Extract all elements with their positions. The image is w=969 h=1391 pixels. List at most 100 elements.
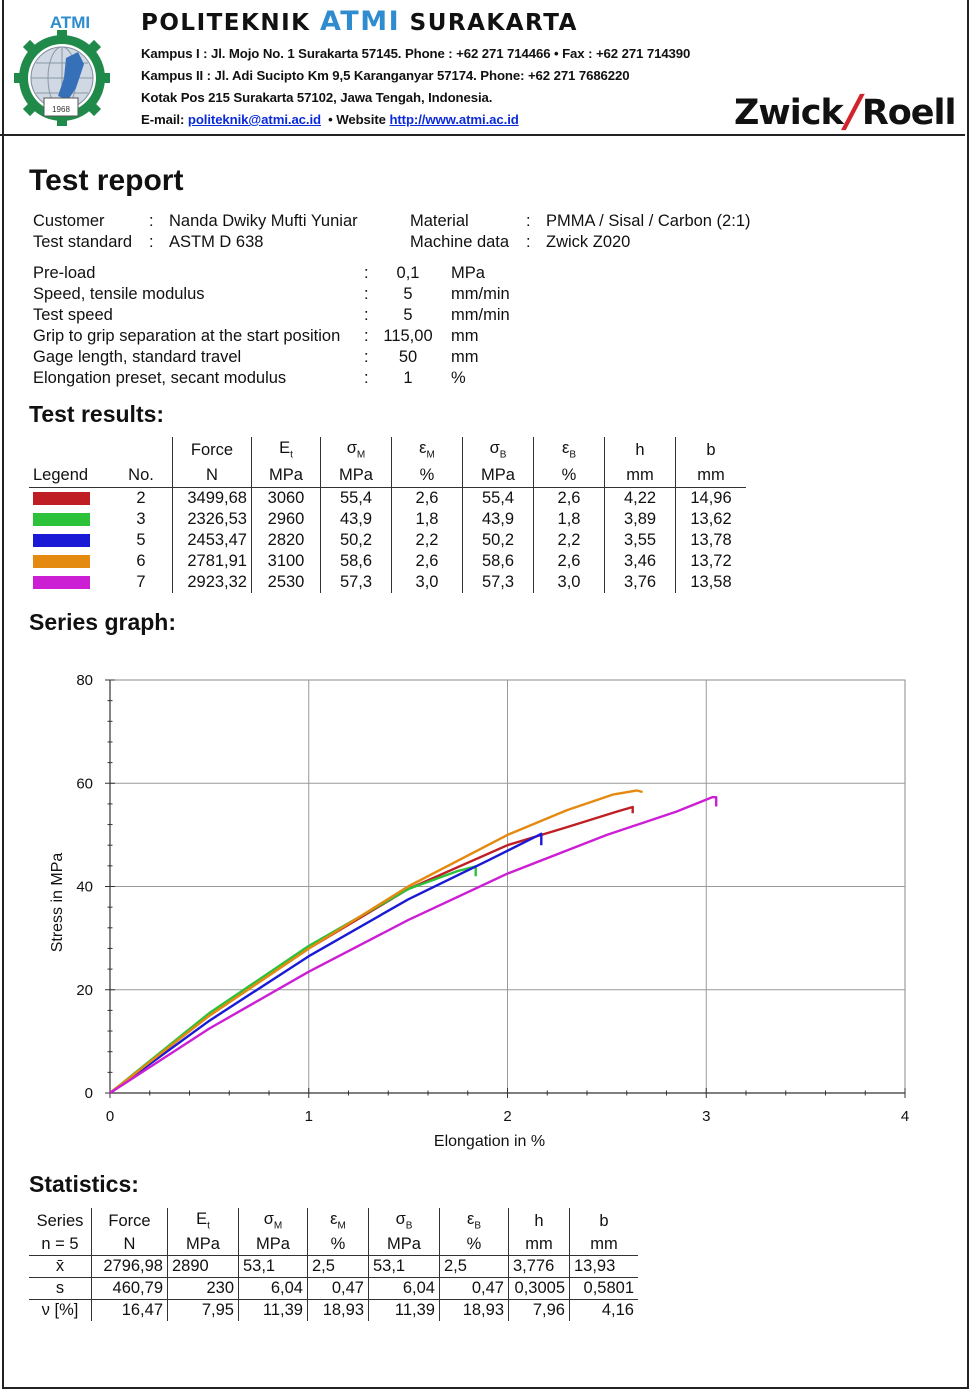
institution-name: POLITEKNIK ATMI SURAKARTA <box>141 6 578 37</box>
customer-value: Nanda Dwiky Mufti Yuniar <box>169 212 358 230</box>
value-eb: 2,6 <box>533 487 605 509</box>
legend-swatch <box>29 551 110 572</box>
results-header-unit: MPa <box>251 463 321 488</box>
stat-h: 7,96 <box>508 1299 570 1321</box>
customer-label: Customer <box>33 212 105 230</box>
param-label: Grip to grip separation at the start pos… <box>33 327 341 345</box>
value-h: 4,22 <box>604 487 676 509</box>
stats-header-unit: MPa <box>238 1234 308 1256</box>
table-row: 6 2781,91 3100 58,6 2,6 58,6 2,6 3,46 13,72 <box>29 551 746 572</box>
series-line-4 <box>109 789 643 1094</box>
stats-header-unit: N <box>91 1234 168 1256</box>
machine-label: Machine data <box>410 233 510 251</box>
x-tick-label: 2 <box>503 1108 511 1125</box>
stat-et: 2890 <box>167 1255 239 1278</box>
table-row: 2 3499,68 3060 55,4 2,6 55,4 2,6 4,22 14,96 <box>29 487 746 509</box>
value-force: 3499,68 <box>172 487 252 509</box>
email-link[interactable]: politeknik@atmi.ac.id <box>187 112 322 127</box>
stat-force: 460,79 <box>91 1277 168 1300</box>
stat-sb: 53,1 <box>368 1255 440 1278</box>
value-h: 3,76 <box>604 572 676 593</box>
param-label: Speed, tensile modulus <box>33 285 205 303</box>
stat-h: 0,3005 <box>508 1277 570 1300</box>
stat-sb: 6,04 <box>368 1277 440 1300</box>
legend-swatch <box>29 530 110 551</box>
stat-sb: 11,39 <box>368 1299 440 1321</box>
stats-header-unit: mm <box>569 1234 638 1256</box>
legend-swatch <box>29 572 110 593</box>
value-eb: 3,0 <box>533 572 605 593</box>
legend-color-swatch <box>33 555 90 569</box>
colon: : <box>364 327 369 345</box>
legend-swatch <box>29 509 110 530</box>
colon: : <box>149 233 154 251</box>
value-em: 2,6 <box>391 487 463 509</box>
results-header-unit: MPa <box>320 463 392 488</box>
value-force: 2326,53 <box>172 509 252 530</box>
value-b: 13,78 <box>675 530 746 551</box>
stat-label: ν [%] <box>41 1301 79 1319</box>
material-value: PMMA / Sisal / Carbon (2:1) <box>546 212 751 230</box>
table-row: s 460,79 230 6,04 0,47 6,04 0,47 0,3005 0,5801 <box>29 1277 638 1300</box>
stat-h: 3,776 <box>508 1255 570 1278</box>
stats-header-symbol: Et <box>167 1208 239 1234</box>
stat-et: 230 <box>167 1277 239 1300</box>
table-row: x̄ 2796,98 2890 53,1 2,5 53,1 2,5 3,776 13,93 <box>29 1255 638 1278</box>
results-header-symbol: σM <box>320 437 392 463</box>
colon: : <box>364 369 369 387</box>
y-tick-label: 20 <box>76 982 93 999</box>
contact-line: E-mail: politeknik@atmi.ac.id • Website … <box>141 112 519 127</box>
colon: : <box>364 348 369 366</box>
statistics-heading: Statistics: <box>29 1171 139 1197</box>
stats-header-symbol: b <box>569 1208 638 1234</box>
param-unit: mm <box>451 327 479 345</box>
param-value: 5 <box>403 306 413 324</box>
stats-header-unit: MPa <box>368 1234 440 1256</box>
stats-header-unit: n = 5 <box>29 1234 92 1256</box>
table-row: ν [%] 16,47 7,95 11,39 18,93 11,39 18,93 7,96 4,… <box>29 1299 638 1321</box>
param-unit: mm/min <box>451 285 510 303</box>
series-line-5 <box>109 796 718 1095</box>
stats-header-unit: mm <box>508 1234 570 1256</box>
stat-em: 2,5 <box>307 1255 369 1278</box>
stats-header-unit: % <box>439 1234 509 1256</box>
value-sb: 58,6 <box>462 551 534 572</box>
stats-header-unit: MPa <box>167 1234 239 1256</box>
value-force: 2781,91 <box>172 551 252 572</box>
legend-color-swatch <box>33 513 90 527</box>
table-row: 3 2326,53 2960 43,9 1,8 43,9 1,8 3,89 13,62 <box>29 509 746 530</box>
param-value: 1 <box>403 369 413 387</box>
value-sm: 50,2 <box>320 530 392 551</box>
material-label: Material <box>410 212 469 230</box>
value-sm: 57,3 <box>320 572 392 593</box>
param-label: Elongation preset, secant modulus <box>33 369 287 387</box>
value-em: 1,8 <box>391 509 463 530</box>
colon: : <box>526 233 531 251</box>
value-b: 13,58 <box>675 572 746 593</box>
stats-header-symbol: Force <box>91 1208 168 1234</box>
specimen-no: 2 <box>136 489 146 507</box>
address-line-2: Kampus II : Jl. Adi Sucipto Km 9,5 Karan… <box>141 68 630 83</box>
y-tick-label: 60 <box>76 775 93 792</box>
results-header-symbol <box>110 437 173 463</box>
machine-value: Zwick Z020 <box>546 233 631 251</box>
value-et: 2820 <box>251 530 321 551</box>
value-et: 2960 <box>251 509 321 530</box>
y-axis-label: Stress in MPa <box>49 853 66 953</box>
results-header-symbol: h <box>604 437 676 463</box>
stat-b: 4,16 <box>569 1299 638 1321</box>
stat-eb: 0,47 <box>439 1277 509 1300</box>
stat-em: 18,93 <box>307 1299 369 1321</box>
results-table: Force Et σM εM σB εB h b Legend No. N MPa MPa% MPa% mm… <box>29 437 746 593</box>
stats-header-unit: % <box>307 1234 369 1256</box>
specimen-no: 5 <box>136 531 146 549</box>
results-header-symbol <box>29 437 110 463</box>
colon: : <box>364 264 369 282</box>
stats-header-symbol: εM <box>307 1208 369 1234</box>
x-tick-label: 4 <box>901 1108 909 1125</box>
colon: : <box>364 306 369 324</box>
value-h: 3,55 <box>604 530 676 551</box>
website-link[interactable]: http://www.atmi.ac.id <box>389 112 519 127</box>
value-force: 2923,32 <box>172 572 252 593</box>
